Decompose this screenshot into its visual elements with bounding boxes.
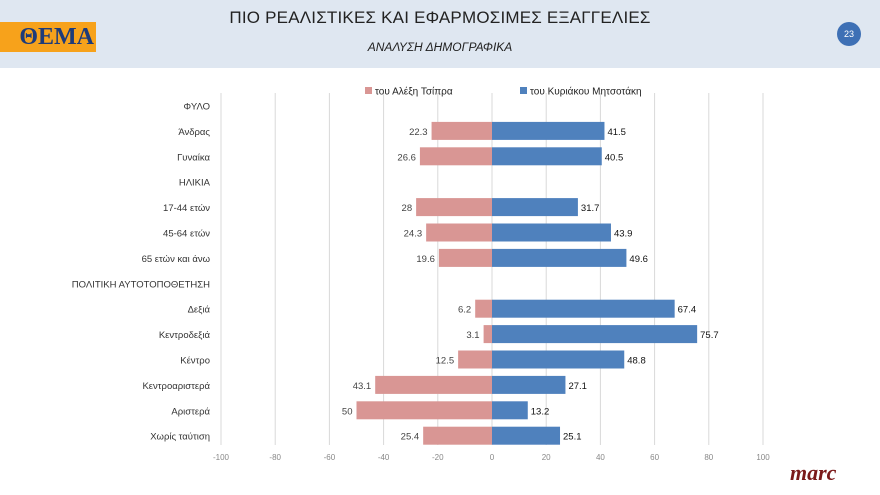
data-label-mitsotakis: 27.1 [568,381,587,392]
data-label-tsipras: 26.6 [397,152,416,163]
data-label-mitsotakis: 25.1 [563,432,582,443]
category-label: Γυναίκα [177,152,210,163]
bar-tsipras [375,375,492,394]
header-band [0,0,880,68]
data-label-mitsotakis: 75.7 [700,330,719,341]
category-label: 17-44 ετών [163,203,210,214]
category-label: 65 ετών και άνω [142,254,211,265]
category-label: Αριστερά [171,406,210,417]
bar-mitsotakis [492,223,611,242]
bar-tsipras [438,248,492,267]
data-label-tsipras: 6.2 [458,305,471,316]
category-label: Κέντρο [180,356,210,367]
logo: ΘΕΜΑ [0,22,96,52]
bar-mitsotakis [492,375,566,394]
x-tick-label: -80 [269,453,281,462]
bar-mitsotakis [492,121,605,140]
data-label-tsipras: 24.3 [404,229,423,240]
bar-tsipras [431,121,492,140]
category-label: Άνδρας [178,127,210,138]
category-label: Δεξιά [188,305,211,316]
page-subtitle: ΑΝΑΛΥΣΗ ΔΗΜΟΓΡΑΦΙΚΑ [367,40,513,54]
bar-mitsotakis [492,299,675,318]
bar-mitsotakis [492,401,528,420]
page-number-badge: 23 [837,22,861,46]
category-label: Κεντροαριστερά [142,381,210,392]
legend-swatch [365,87,372,94]
x-tick-label: -20 [432,453,444,462]
bar-tsipras [416,198,492,217]
category-label: Χωρίς ταύτιση [150,432,210,443]
bar-tsipras [483,325,492,344]
category-label: Κεντροδεξιά [159,330,211,341]
data-label-mitsotakis: 67.4 [678,305,697,316]
bar-mitsotakis [492,147,602,166]
bar-mitsotakis [492,350,625,369]
data-label-mitsotakis: 31.7 [581,203,600,214]
bar-mitsotakis [492,198,578,217]
x-tick-label: 40 [596,453,605,462]
data-label-tsipras: 50 [342,406,353,417]
bar-tsipras [458,350,492,369]
data-label-mitsotakis: 43.9 [614,229,633,240]
bar-tsipras [423,426,492,445]
page-title: ΠΙΟ ΡΕΑΛΙΣΤΙΚΕΣ ΚΑΙ ΕΦΑΡΜΟΣΙΜΕΣ ΕΞΑΓΓΕΛΙ… [229,8,651,27]
bar-mitsotakis [492,325,698,344]
x-tick-label: -40 [378,453,390,462]
legend-label: του Αλέξη Τσίπρα [375,86,453,98]
bar-tsipras [356,401,492,420]
legend-swatch [520,87,527,94]
bar-tsipras [475,299,492,318]
x-tick-label: 20 [542,453,551,462]
bar-mitsotakis [492,426,561,445]
data-label-mitsotakis: 41.5 [607,127,626,138]
data-label-mitsotakis: 13.2 [531,406,550,417]
data-label-tsipras: 25.4 [401,432,420,443]
x-tick-label: -100 [213,453,230,462]
category-label: 45-64 ετών [163,229,210,240]
x-tick-label: -60 [324,453,336,462]
bar-tsipras [419,147,492,166]
data-label-tsipras: 28 [402,203,413,214]
data-label-tsipras: 19.6 [416,254,435,265]
legend-label: του Κυριάκου Μητσοτάκη [530,86,642,98]
bar-mitsotakis [492,248,627,267]
category-label: ΠΟΛΙΤΙΚΗ ΑΥΤΟΤΟΠΟΘΕΤΗΣΗ [72,279,210,290]
x-tick-label: 0 [490,453,495,462]
category-label: ΗΛΙΚΙΑ [179,178,211,189]
data-label-tsipras: 22.3 [409,127,428,138]
data-label-mitsotakis: 48.8 [627,356,646,367]
marc-logo: marc [790,460,837,485]
data-label-tsipras: 12.5 [436,356,455,367]
category-label: ΦΥΛΟ [184,102,210,113]
data-label-mitsotakis: 40.5 [605,152,624,163]
x-tick-label: 80 [704,453,713,462]
data-label-tsipras: 43.1 [353,381,372,392]
x-tick-label: 60 [650,453,659,462]
data-label-tsipras: 3.1 [466,330,479,341]
x-tick-label: 100 [756,453,770,462]
data-label-mitsotakis: 49.6 [629,254,648,265]
bar-tsipras [426,223,492,242]
